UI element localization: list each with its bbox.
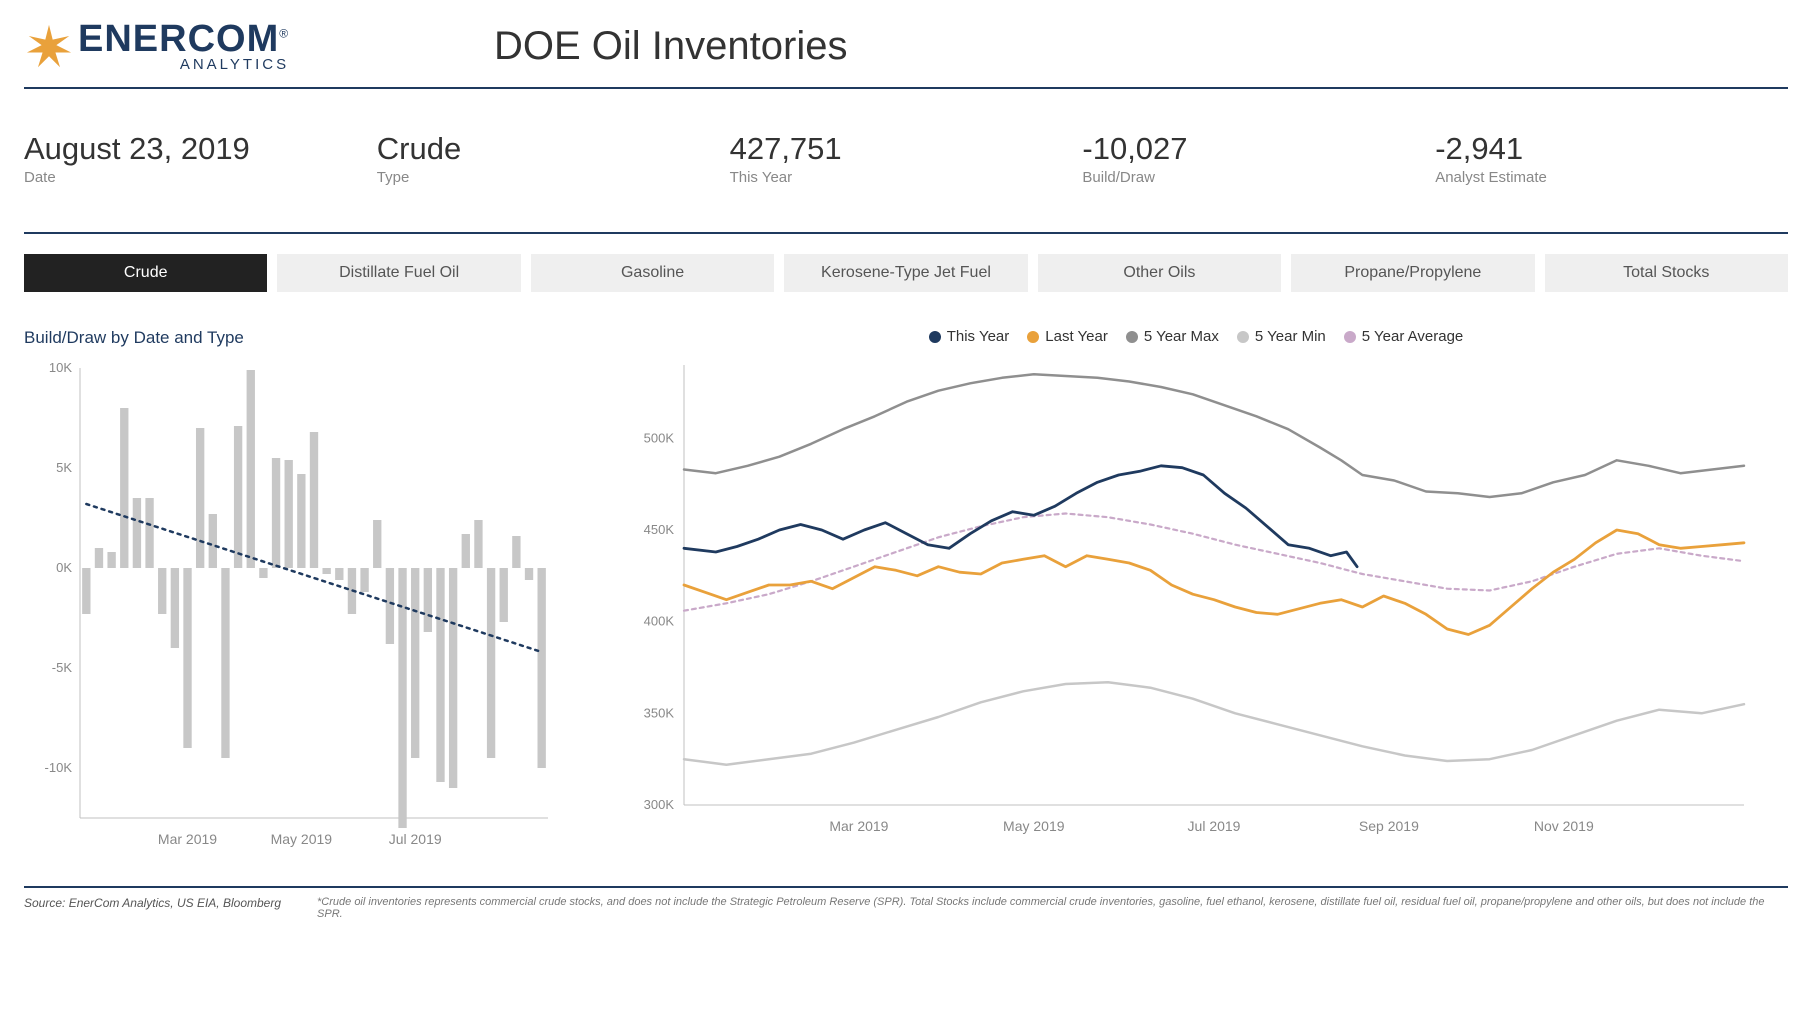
metric-label: Type [377, 169, 730, 186]
sun-icon [24, 24, 74, 70]
svg-text:Sep 2019: Sep 2019 [1359, 818, 1419, 834]
legend-item: 5 Year Min [1237, 328, 1326, 345]
metric-2: 427,751 This Year [730, 131, 1083, 186]
legend-label: This Year [947, 328, 1010, 345]
metric-value: Crude [377, 131, 730, 167]
tabs: Crude Distillate Fuel Oil Gasoline Kerosene… [24, 254, 1788, 292]
source-text: EnerCom Analytics, US EIA, Bloomberg [69, 896, 281, 910]
tab-total-stocks[interactable]: Total Stocks [1545, 254, 1788, 292]
metric-value: -10,027 [1082, 131, 1435, 167]
brand-reg: ® [279, 26, 289, 40]
metric-4: -2,941 Analyst Estimate [1435, 131, 1788, 186]
brand-com: COM [188, 18, 280, 60]
metrics-row: August 23, 2019 DateCrude Type427,751 This … [24, 131, 1788, 234]
svg-text:-5K: -5K [52, 660, 73, 675]
brand-ener: ENER [78, 18, 188, 60]
brand-name: ENERCOM® [78, 20, 289, 58]
logo: ENERCOM® ANALYTICS [24, 20, 374, 73]
charts-row: Build/Draw by Date and Type -10K -5K 0K 5K 1… [24, 328, 1788, 874]
svg-text:300K: 300K [644, 797, 675, 812]
footer-disclaimer: *Crude oil inventories represents commer… [317, 896, 1788, 920]
metric-label: Date [24, 169, 377, 186]
bar-chart-title: Build/Draw by Date and Type [24, 328, 564, 348]
logo-block: ENERCOM® ANALYTICS [24, 20, 374, 73]
legend-dot [1126, 331, 1138, 343]
svg-text:May 2019: May 2019 [271, 831, 333, 847]
bar-chart: -10K -5K 0K 5K 10K Mar 2019 May 2019 Jul 2019 [24, 354, 564, 864]
metric-label: Build/Draw [1082, 169, 1435, 186]
legend-item: 5 Year Average [1344, 328, 1463, 345]
svg-text:-10K: -10K [45, 760, 73, 775]
svg-text:500K: 500K [644, 430, 675, 445]
header: ENERCOM® ANALYTICS DOE Oil Inventories [24, 20, 1788, 89]
svg-text:Nov 2019: Nov 2019 [1534, 818, 1594, 834]
metric-value: August 23, 2019 [24, 131, 377, 167]
legend-item: 5 Year Max [1126, 328, 1219, 345]
legend-dot [1237, 331, 1249, 343]
svg-text:350K: 350K [644, 705, 675, 720]
svg-text:450K: 450K [644, 522, 675, 537]
metric-1: Crude Type [377, 131, 730, 186]
tab-other-oils[interactable]: Other Oils [1038, 254, 1281, 292]
tab-crude[interactable]: Crude [24, 254, 267, 292]
metric-label: This Year [730, 169, 1083, 186]
footer: Source: EnerCom Analytics, US EIA, Bloom… [24, 886, 1788, 920]
svg-text:Jul 2019: Jul 2019 [389, 831, 442, 847]
metric-3: -10,027 Build/Draw [1082, 131, 1435, 186]
legend-label: 5 Year Average [1362, 328, 1463, 345]
line-chart: 300K 350K 400K 450K 500K Mar 2019 May 2019 Jul … [604, 349, 1764, 869]
svg-text:10K: 10K [49, 360, 72, 375]
tab-distillate-fuel-oil[interactable]: Distillate Fuel Oil [277, 254, 520, 292]
svg-text:Mar 2019: Mar 2019 [829, 818, 888, 834]
line-chart-legend: This Year Last Year 5 Year Max 5 Year Min 5 … [604, 328, 1788, 345]
metric-value: 427,751 [730, 131, 1083, 167]
svg-text:400K: 400K [644, 614, 675, 629]
bar-chart-panel: Build/Draw by Date and Type -10K -5K 0K 5K 1… [24, 328, 564, 869]
svg-text:5K: 5K [56, 460, 72, 475]
source-prefix: Source: [24, 896, 69, 910]
svg-text:0K: 0K [56, 560, 72, 575]
legend-dot [929, 331, 941, 343]
metric-0: August 23, 2019 Date [24, 131, 377, 186]
legend-item: This Year [929, 328, 1010, 345]
svg-text:Mar 2019: Mar 2019 [158, 831, 217, 847]
svg-text:Jul 2019: Jul 2019 [1188, 818, 1241, 834]
legend-dot [1027, 331, 1039, 343]
tab-kerosene-type-jet-fuel[interactable]: Kerosene-Type Jet Fuel [784, 254, 1027, 292]
metric-label: Analyst Estimate [1435, 169, 1788, 186]
footer-source: Source: EnerCom Analytics, US EIA, Bloom… [24, 896, 281, 920]
line-chart-panel: This Year Last Year 5 Year Max 5 Year Min 5 … [604, 328, 1788, 874]
tab-gasoline[interactable]: Gasoline [531, 254, 774, 292]
metric-value: -2,941 [1435, 131, 1788, 167]
legend-label: 5 Year Min [1255, 328, 1326, 345]
legend-label: 5 Year Max [1144, 328, 1219, 345]
page-title: DOE Oil Inventories [494, 24, 847, 69]
svg-text:May 2019: May 2019 [1003, 818, 1065, 834]
legend-dot [1344, 331, 1356, 343]
legend-item: Last Year [1027, 328, 1108, 345]
tab-propane-propylene[interactable]: Propane/Propylene [1291, 254, 1534, 292]
legend-label: Last Year [1045, 328, 1108, 345]
